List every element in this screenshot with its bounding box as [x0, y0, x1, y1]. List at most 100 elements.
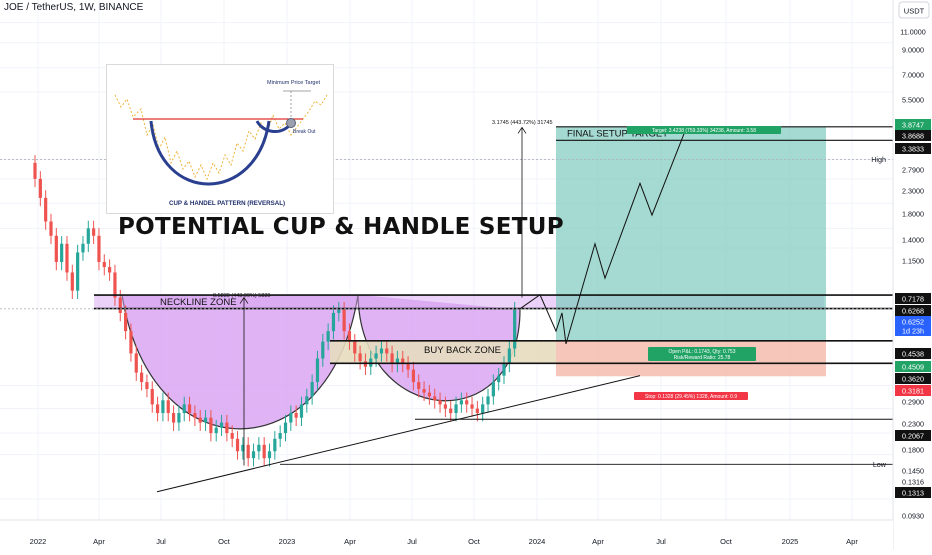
candle-body — [241, 444, 245, 452]
candle-body — [219, 422, 224, 428]
price-tag: 0.4538 — [902, 350, 924, 359]
candle-body — [155, 404, 160, 414]
candle-body — [113, 272, 117, 298]
candle-body — [235, 438, 240, 452]
time-tick-label: Apr — [592, 537, 604, 546]
price-tag: 0.6252 — [902, 318, 924, 327]
candle-body — [177, 413, 181, 423]
candle-body — [433, 396, 437, 401]
price-tag: 1d 23h — [902, 327, 924, 336]
candle-body — [337, 309, 341, 313]
candle-body — [54, 235, 58, 262]
time-tick-label: Apr — [93, 537, 105, 546]
candle-body — [134, 353, 138, 373]
candle-body — [390, 353, 394, 364]
price-tag-bg — [895, 305, 931, 316]
candle-body — [171, 413, 176, 423]
stop-badge: Stop: 0.1328 (29.45%) 1328, Amount: 0.9 — [634, 392, 748, 400]
candle-body — [166, 400, 170, 414]
cup-fill — [122, 294, 358, 429]
candle-body — [76, 252, 80, 291]
time-tick-label: 2022 — [30, 537, 47, 546]
candle-body — [257, 444, 261, 452]
candle-body — [497, 375, 501, 383]
candle-body — [491, 382, 495, 397]
candle-body — [283, 422, 288, 434]
price-tag-bg — [895, 325, 931, 336]
candle-body — [150, 388, 154, 405]
time-axis: 2022 Apr Jul Oct 2023 Apr Jul Oct 2024 Apr Jul Oct 2… — [0, 519, 893, 550]
inset-caption: CUP & HANDEL PATTERN (REVERSAL) — [169, 200, 285, 207]
candle-body — [475, 408, 479, 414]
candle-body — [203, 417, 208, 423]
inset-break-out-label: Break Out — [293, 129, 316, 135]
inset-min-target-label: Minimum Price Target — [267, 80, 321, 86]
price-tag-bg — [895, 119, 931, 130]
candle-body — [374, 353, 378, 359]
candle-body — [342, 309, 346, 332]
open-pnl-badge: Open P&L: 0.1743, Qty: 0.753Risk/Reward … — [648, 347, 756, 361]
candle-body — [187, 404, 192, 414]
price-tag: 0.3181 — [902, 387, 924, 396]
candle-body — [44, 197, 48, 222]
candle-body — [294, 413, 298, 418]
candle-body — [417, 382, 421, 389]
price-axis-bg — [893, 0, 932, 550]
time-tick-label: Oct — [468, 537, 481, 546]
time-tick-label: Apr — [344, 537, 356, 546]
price-tick-label: 0.2900 — [902, 398, 924, 407]
price-tag: 3.8688 — [902, 132, 924, 141]
neckline-zone-label: NECKLINE ZONE — [160, 297, 237, 308]
price-tick-label: 0.1800 — [902, 446, 924, 455]
candle-body — [321, 341, 325, 359]
price-tick-label: 9.0000 — [902, 46, 924, 55]
stop-badge-text: Stop: 0.1328 (29.45%) 1328, Amount: 0.9 — [645, 394, 737, 400]
candle-body — [470, 404, 474, 409]
candle-body — [289, 413, 293, 423]
target-badge-bg — [627, 126, 781, 134]
measure-right-arrow — [517, 126, 527, 134]
candle-body — [193, 413, 197, 418]
candle-body — [182, 404, 186, 414]
candle-body — [278, 433, 282, 439]
low-label: Low — [873, 460, 887, 469]
candle-body — [267, 451, 272, 459]
target-badge-text: Target: 3.4238 (759.33%) 34238, Amount: … — [652, 128, 756, 134]
candle-body — [225, 422, 229, 434]
candle-body — [86, 228, 90, 244]
target-zone — [556, 126, 826, 341]
candle-body — [449, 408, 453, 414]
candle-body — [273, 438, 277, 452]
candle-body — [406, 363, 410, 370]
candle-body — [385, 348, 389, 354]
candle-body — [102, 261, 106, 268]
price-tick-label: 0.1316 — [902, 478, 924, 487]
measure-right-label: 3.1745 (443.72%) 31745 — [492, 120, 553, 126]
price-tick-label: 1.8000 — [902, 210, 924, 219]
candle-body — [198, 417, 202, 423]
candle-body — [427, 392, 431, 397]
candle-body — [438, 400, 442, 405]
candle-body — [326, 331, 330, 342]
candle-body — [33, 162, 37, 179]
currency-button-label: USDT — [904, 7, 925, 16]
candle-body — [49, 221, 53, 236]
price-tag-bg — [895, 487, 931, 498]
candle-body — [310, 382, 314, 397]
candle-body — [379, 348, 384, 354]
candle-body — [81, 243, 85, 253]
candle-body — [411, 369, 416, 383]
candle-body — [230, 433, 234, 439]
price-tag-bg — [895, 361, 931, 372]
ascending-trendline — [156, 375, 641, 493]
price-tick-label: 1.4000 — [902, 236, 924, 245]
candle-body — [459, 400, 463, 405]
price-tick-label: 1.1500 — [902, 257, 924, 266]
price-tag-bg — [895, 130, 931, 141]
time-axis-bg — [0, 520, 893, 550]
cup-handle-reference-image: Minimum Price Target Break Out CUP & HAN… — [106, 64, 334, 214]
candle-body — [422, 388, 426, 393]
currency-button[interactable]: USDT — [898, 1, 930, 19]
